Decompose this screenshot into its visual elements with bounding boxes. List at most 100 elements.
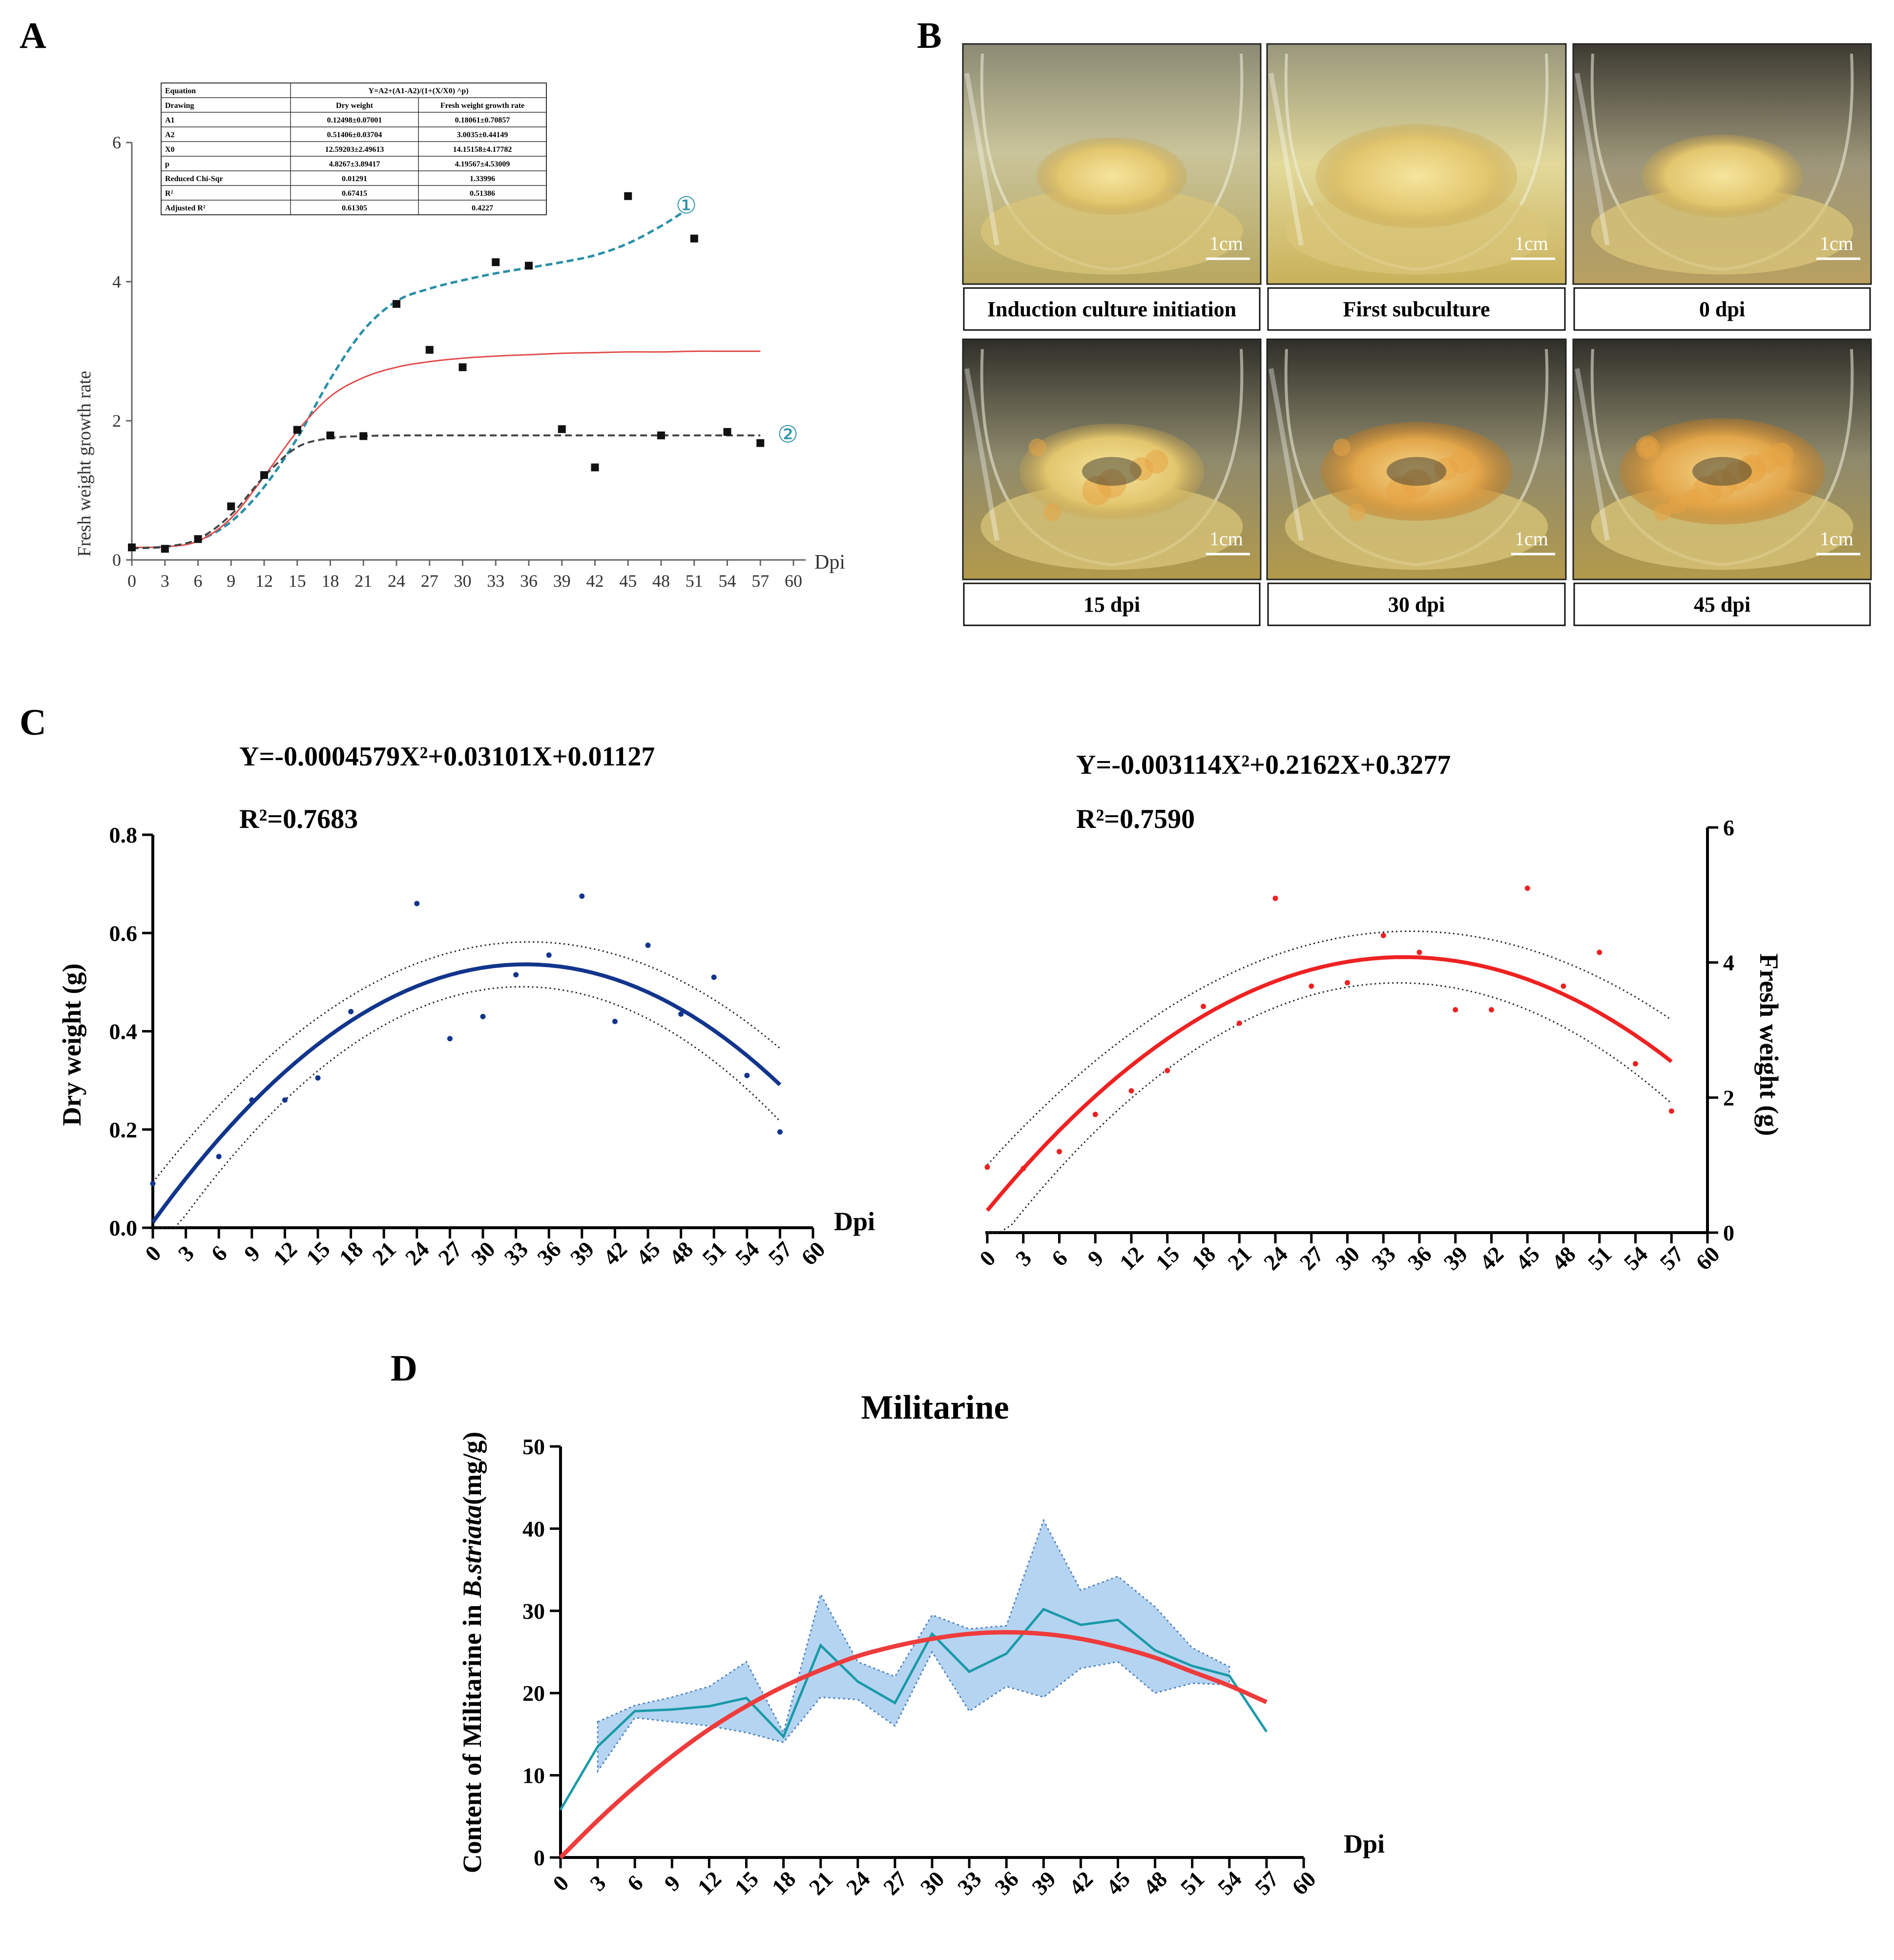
panel-a-x-tick-label: 60 bbox=[785, 571, 802, 591]
left-fit-equation: Y=-0.0004579X²+0.03101X+0.01127 bbox=[239, 742, 655, 772]
x-tick-label: 15 bbox=[1151, 1241, 1185, 1275]
table-cell-label: p bbox=[165, 160, 169, 168]
culture-medium bbox=[1591, 188, 1853, 275]
data-point bbox=[348, 1009, 354, 1014]
callus-center-gap bbox=[1692, 457, 1752, 486]
data-point bbox=[645, 942, 651, 948]
x-tick-label: 54 bbox=[1619, 1241, 1653, 1275]
panel-a-x-tick-label: 57 bbox=[751, 571, 769, 591]
culture-photo-3: 1cm 0 dpi bbox=[1572, 43, 1872, 331]
panel-a-x-tick-label: 30 bbox=[454, 571, 472, 591]
panel-a-data-point bbox=[756, 439, 765, 447]
data-point bbox=[984, 1164, 990, 1170]
x-tick-label: 18 bbox=[767, 1866, 801, 1900]
y-tick-label: 0.8 bbox=[109, 823, 138, 847]
scale-bar-label: 1cm bbox=[1820, 232, 1853, 254]
table-border bbox=[161, 83, 547, 215]
photo-caption: Induction culture initiation bbox=[987, 297, 1236, 321]
panel-a-y-tick-label: 6 bbox=[112, 133, 121, 152]
callus-cluster bbox=[1684, 489, 1701, 507]
dry-weight-chart: 0 3 6 9 12 15 18 21 24 27 30 33 36 39 42 45 48 51 54 57 600.… bbox=[109, 823, 830, 1270]
x-tick-label: 45 bbox=[1511, 1241, 1544, 1275]
y-tick-label: 0 bbox=[534, 1845, 545, 1870]
panel-a-data-point bbox=[194, 535, 202, 543]
table-cell-fresh: 0.18061±0.70857 bbox=[455, 116, 510, 124]
panel-a-y-tick-label: 0 bbox=[112, 550, 121, 570]
left-fit-r-squared: R²=0.7683 bbox=[239, 804, 358, 834]
x-tick-label: 33 bbox=[953, 1866, 986, 1900]
x-tick-label: 21 bbox=[1223, 1241, 1256, 1275]
x-tick-label: 48 bbox=[1139, 1866, 1172, 1900]
callus-cluster bbox=[1449, 450, 1473, 474]
x-tick-label: 6 bbox=[206, 1240, 231, 1266]
x-tick-label: 6 bbox=[1047, 1245, 1072, 1271]
table-cell-fresh: 1.33996 bbox=[470, 175, 495, 183]
glass-highlight bbox=[1269, 368, 1304, 541]
glass-highlight bbox=[1575, 73, 1610, 246]
x-tick-label: 30 bbox=[1331, 1241, 1365, 1275]
x-tick-label: 36 bbox=[532, 1237, 566, 1270]
militarine-y-label-unit: (mg/g) bbox=[458, 1432, 487, 1505]
panel-a-data-point bbox=[393, 300, 400, 308]
right-fit-r-squared: R²=0.7590 bbox=[1076, 804, 1195, 834]
x-tick-label: 57 bbox=[1655, 1241, 1688, 1275]
table-cell-fresh: 0.4227 bbox=[472, 204, 493, 212]
panel-a-data-point bbox=[128, 543, 136, 552]
x-tick-label: 12 bbox=[692, 1866, 726, 1900]
x-tick-label: 48 bbox=[1547, 1241, 1581, 1275]
x-tick-label: 15 bbox=[301, 1237, 335, 1270]
data-point bbox=[1309, 983, 1314, 989]
panel-a-data-point bbox=[458, 363, 467, 371]
x-tick-label: 18 bbox=[1187, 1241, 1221, 1275]
x-tick-label: 18 bbox=[334, 1237, 368, 1270]
militarine-y-label-prefix: Content of Militarine in bbox=[458, 1598, 487, 1873]
regression-curve bbox=[151, 962, 782, 1224]
data-point bbox=[1380, 932, 1386, 938]
data-point bbox=[1633, 1061, 1638, 1067]
panel-a-x-tick-label: 45 bbox=[619, 571, 637, 591]
caption-box bbox=[1573, 287, 1871, 331]
panel-letter-d: D bbox=[391, 1348, 417, 1389]
culture-photo-6: 1cm 45 dpi bbox=[1572, 338, 1872, 626]
table-cell-label: Adjusted R² bbox=[165, 204, 206, 212]
panel-a-data-point bbox=[591, 463, 599, 472]
table-cell-label: Equation bbox=[165, 87, 196, 95]
y-tick-label: 40 bbox=[522, 1516, 545, 1541]
dry-weight-y-label: Dry weight (g) bbox=[57, 964, 86, 1126]
callus-cluster bbox=[1636, 435, 1660, 459]
y-tick-label: 0.0 bbox=[109, 1216, 138, 1240]
data-point bbox=[1092, 1112, 1098, 1117]
x-tick-label: 60 bbox=[1287, 1866, 1321, 1900]
data-point bbox=[744, 1073, 750, 1078]
x-tick-label: 33 bbox=[500, 1237, 533, 1270]
data-point bbox=[315, 1075, 321, 1081]
y-tick-label: 10 bbox=[522, 1763, 545, 1788]
glass-highlight bbox=[1269, 73, 1304, 246]
x-tick-label: 54 bbox=[1213, 1866, 1247, 1900]
x-tick-label: 27 bbox=[1295, 1241, 1329, 1275]
caption-box bbox=[1267, 582, 1566, 626]
upper-confidence-curve bbox=[152, 941, 781, 1183]
x-tick-label: 12 bbox=[268, 1237, 302, 1270]
x-tick-label: 51 bbox=[1583, 1241, 1617, 1275]
x-tick-label: 27 bbox=[433, 1237, 467, 1270]
table-cell-label: A2 bbox=[165, 131, 175, 139]
callus-cluster bbox=[1770, 443, 1793, 467]
data-point bbox=[1201, 1004, 1206, 1010]
culture-photo-5: 1cm 30 dpi bbox=[1266, 338, 1567, 626]
x-tick-label: 21 bbox=[804, 1866, 838, 1900]
data-point bbox=[150, 1180, 156, 1186]
panel-a-y-tick-label: 2 bbox=[112, 411, 121, 431]
x-tick-label: 3 bbox=[173, 1240, 199, 1266]
table-cell-fresh: 3.0035±0.44149 bbox=[457, 131, 508, 139]
panel-a-x-tick-label: 0 bbox=[127, 571, 136, 591]
panel-a-data-point bbox=[359, 432, 368, 440]
panel-a-x-tick-label: 51 bbox=[686, 571, 703, 591]
fit-curve-1 bbox=[131, 211, 684, 550]
panel-letter-b: B bbox=[917, 15, 942, 56]
panel-a-x-tick-label: 15 bbox=[289, 571, 306, 591]
callus-cluster bbox=[1028, 438, 1046, 456]
table-cell-label: R² bbox=[165, 189, 173, 198]
panel-a-x-tick-label: 18 bbox=[322, 571, 339, 591]
table-cell-fresh: 14.15158±4.17782 bbox=[453, 145, 512, 154]
